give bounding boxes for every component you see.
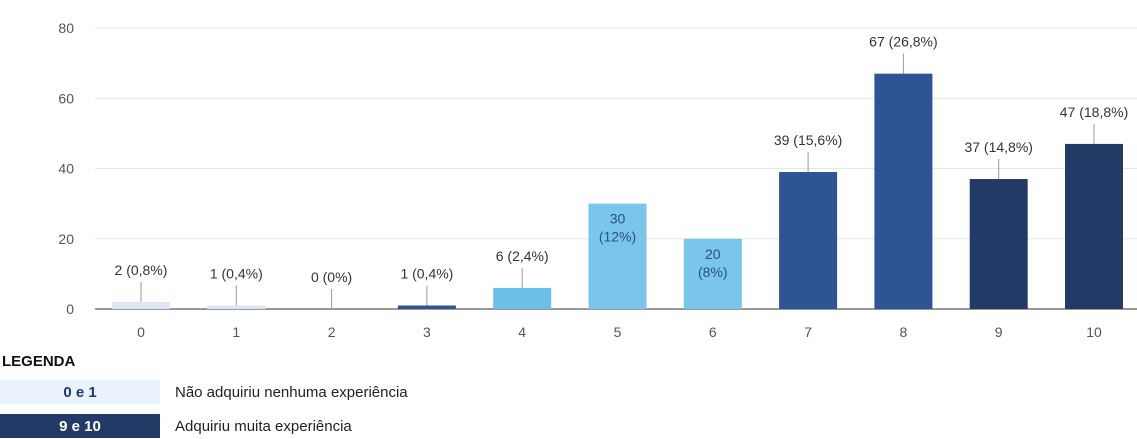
data-label: 37 (14,8%) bbox=[964, 139, 1032, 155]
x-tick-label: 3 bbox=[423, 324, 431, 340]
data-label: 1 (0,4%) bbox=[400, 265, 453, 281]
data-label: 39 (15,6%) bbox=[774, 132, 842, 148]
y-axis-ticks: 0 20 40 60 80 bbox=[58, 20, 74, 317]
bar bbox=[779, 172, 838, 309]
bar bbox=[493, 287, 552, 309]
data-label: 67 (26,8%) bbox=[869, 34, 937, 50]
bar bbox=[969, 179, 1028, 309]
y-tick-label: 20 bbox=[58, 231, 74, 247]
bar bbox=[112, 301, 170, 309]
legend-title: LEGENDA bbox=[2, 353, 76, 370]
bars bbox=[112, 73, 1123, 309]
x-tick-label: 7 bbox=[804, 324, 812, 340]
x-tick-label: 9 bbox=[995, 324, 1003, 340]
data-label: 47 (18,8%) bbox=[1060, 104, 1128, 120]
bar bbox=[207, 305, 266, 309]
data-labels: 2 (0,8%) 1 (0,4%) 0 (0%) 1 (0,4%) 6 (2,4%) 30… bbox=[115, 34, 1129, 285]
data-label: 2 (0,8%) bbox=[115, 262, 168, 278]
data-label: (12%) bbox=[599, 229, 636, 245]
x-tick-label: 1 bbox=[232, 324, 240, 340]
x-tick-label: 8 bbox=[900, 324, 908, 340]
x-tick-label: 2 bbox=[328, 324, 336, 340]
x-tick-label: 6 bbox=[709, 324, 717, 340]
data-label: 1 (0,4%) bbox=[210, 265, 263, 281]
y-tick-label: 40 bbox=[58, 161, 74, 177]
y-tick-label: 60 bbox=[58, 90, 74, 106]
grid-lines bbox=[95, 27, 1137, 310]
bar bbox=[588, 203, 647, 309]
data-label: 20 bbox=[705, 246, 721, 262]
y-tick-label: 80 bbox=[58, 20, 74, 36]
data-label: 6 (2,4%) bbox=[496, 248, 549, 264]
bar bbox=[874, 73, 933, 309]
x-tick-label: 10 bbox=[1086, 324, 1102, 340]
y-tick-label: 0 bbox=[66, 301, 74, 317]
legend-item-0-1: 0 e 1 Não adquiriu nenhuma experiência bbox=[0, 380, 408, 404]
data-label: 30 bbox=[610, 211, 626, 227]
bar bbox=[1065, 143, 1123, 309]
legend-description-9-10: Adquiriu muita experiência bbox=[175, 417, 352, 435]
bar bbox=[397, 305, 456, 309]
legend-swatch-0-1: 0 e 1 bbox=[0, 380, 160, 404]
legend: LEGENDA 0 e 1 Não adquiriu nenhuma exper… bbox=[0, 352, 700, 438]
bar bbox=[683, 238, 742, 309]
x-tick-label: 5 bbox=[614, 324, 622, 340]
legend-item-9-10: 9 e 10 Adquiriu muita experiência bbox=[0, 414, 352, 438]
data-label: (8%) bbox=[698, 264, 728, 280]
x-tick-label: 4 bbox=[518, 324, 526, 340]
x-axis-ticks: 0 1 2 3 4 5 6 7 8 9 10 bbox=[137, 324, 1102, 340]
label-connectors bbox=[140, 53, 1095, 309]
x-tick-label: 0 bbox=[137, 324, 145, 340]
data-label: 0 (0%) bbox=[311, 269, 352, 285]
legend-swatch-9-10: 9 e 10 bbox=[0, 414, 160, 438]
legend-description-0-1: Não adquiriu nenhuma experiência bbox=[175, 383, 408, 401]
